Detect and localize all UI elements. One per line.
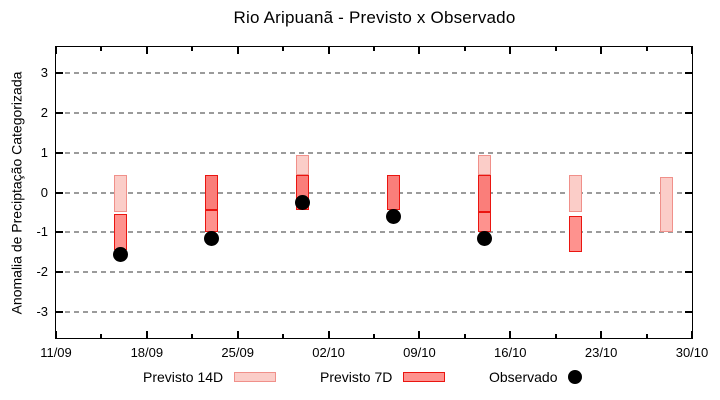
- y-tick: [56, 71, 63, 74]
- x-tick: [691, 331, 693, 338]
- x-minor-tick: [100, 334, 103, 338]
- x-tick: [55, 47, 57, 54]
- observado-dot: [295, 194, 311, 210]
- gridline: [56, 311, 692, 314]
- legend-swatch-previsto-14d: [234, 372, 277, 382]
- x-tick-label: 16/10: [494, 345, 527, 360]
- x-minor-tick: [554, 334, 557, 338]
- x-tick: [145, 331, 148, 338]
- chart-title: Rio Aripuanã - Previsto x Observado: [233, 8, 516, 27]
- observado-dot: [113, 246, 129, 262]
- y-tick: [56, 231, 63, 234]
- x-tick: [600, 47, 603, 54]
- previsto-14d-segment: [296, 154, 310, 175]
- legend-item-observado: Observado: [489, 367, 583, 387]
- x-minor-tick: [645, 334, 648, 338]
- legend-item-previsto-14d: Previsto 14D: [143, 367, 277, 387]
- x-tick-label: 02/10: [312, 345, 345, 360]
- legend-label-observado: Observado: [489, 369, 558, 385]
- x-tick: [236, 331, 239, 338]
- x-minor-tick: [373, 334, 375, 338]
- x-minor-tick: [282, 334, 285, 338]
- x-tick: [55, 331, 57, 338]
- previsto-7d-segment: [205, 210, 219, 233]
- y-tick: [56, 271, 63, 274]
- x-tick-label: 11/09: [40, 345, 72, 360]
- legend-label-previsto-14d: Previsto 14D: [143, 369, 224, 385]
- x-tick: [418, 331, 421, 338]
- y-tick-label: -2: [36, 264, 48, 280]
- gridline: [56, 111, 692, 114]
- previsto-14d-segment: [477, 154, 491, 175]
- x-tick: [145, 47, 148, 54]
- previsto-14d-segment: [568, 174, 582, 213]
- x-minor-tick: [282, 47, 285, 51]
- gridline: [56, 71, 692, 74]
- gridline: [56, 191, 692, 194]
- previsto-overlap-segment: [386, 174, 400, 211]
- y-tick: [56, 191, 63, 194]
- y-tick: [56, 151, 63, 154]
- previsto-overlap-segment: [477, 174, 491, 213]
- previsto-overlap-segment: [205, 174, 219, 211]
- x-minor-tick: [645, 47, 648, 51]
- y-tick-label: 2: [40, 104, 48, 120]
- y-tick-label: -3: [36, 304, 48, 320]
- x-minor-tick: [191, 47, 194, 51]
- x-tick: [509, 331, 512, 338]
- x-tick: [418, 47, 421, 54]
- x-tick-label: 23/10: [584, 345, 618, 360]
- previsto-7d-segment: [477, 212, 491, 233]
- previsto-14d-segment: [114, 174, 128, 213]
- observado-dot: [476, 230, 492, 246]
- x-tick-label: 30/10: [675, 345, 709, 360]
- y-tick-label: 3: [40, 64, 48, 80]
- y-tick: [685, 111, 692, 114]
- x-minor-tick: [100, 47, 103, 51]
- previsto-7d-segment: [114, 214, 128, 251]
- x-minor-tick: [554, 47, 557, 51]
- previsto-14d-segment: [659, 176, 673, 233]
- y-tick: [56, 111, 63, 114]
- y-tick-label: -1: [36, 224, 48, 240]
- y-tick: [685, 311, 692, 314]
- x-tick-label: 25/09: [221, 345, 254, 360]
- x-tick-label: 09/10: [403, 345, 436, 360]
- observado-dot: [385, 208, 401, 224]
- x-tick: [327, 47, 330, 54]
- x-tick: [600, 331, 603, 338]
- y-tick: [685, 71, 692, 74]
- legend-swatch-previsto-7d: [403, 372, 446, 382]
- y-tick-label: 0: [40, 184, 48, 200]
- x-minor-tick: [463, 47, 466, 51]
- y-tick: [685, 271, 692, 274]
- y-tick-label: 1: [40, 144, 48, 160]
- y-tick: [56, 311, 63, 314]
- x-minor-tick: [191, 334, 194, 338]
- gridline: [56, 151, 692, 154]
- y-tick: [685, 231, 692, 234]
- plot-frame: [55, 46, 693, 339]
- legend-item-previsto-7d: Previsto 7D: [320, 367, 446, 387]
- legend-observed-dot: [568, 370, 583, 384]
- gridline: [56, 231, 692, 234]
- x-tick: [509, 47, 512, 54]
- observado-dot: [204, 230, 220, 246]
- x-tick: [327, 331, 330, 338]
- y-tick: [685, 191, 692, 194]
- gridline: [56, 271, 692, 274]
- y-tick: [685, 151, 692, 154]
- legend-label-previsto-7d: Previsto 7D: [320, 369, 393, 385]
- x-minor-tick: [373, 47, 375, 51]
- x-tick-label: 18/09: [130, 345, 164, 360]
- x-tick: [691, 47, 693, 54]
- previsto-7d-segment: [568, 216, 582, 253]
- x-tick: [236, 47, 239, 54]
- x-minor-tick: [463, 334, 466, 338]
